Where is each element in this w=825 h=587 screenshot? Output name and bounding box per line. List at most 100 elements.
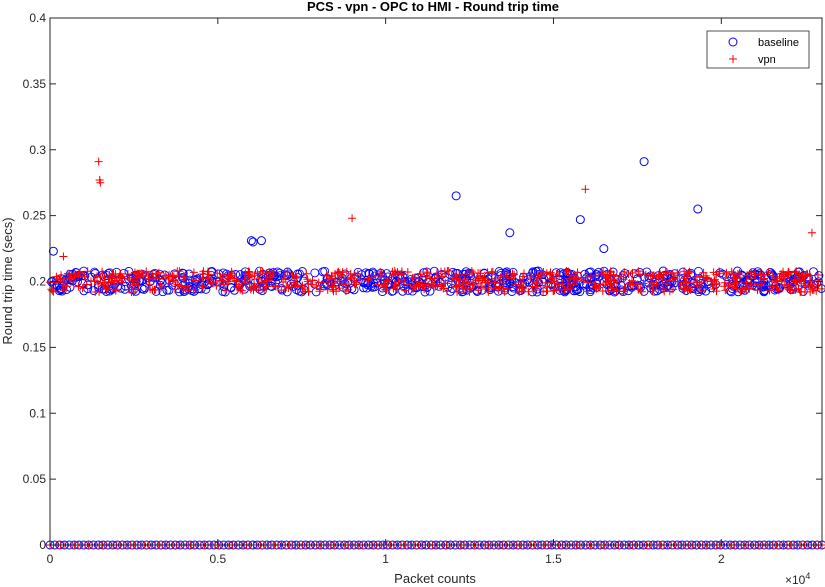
- vpn-band-point: [279, 271, 288, 280]
- vpn-band-point: [608, 284, 617, 293]
- vpn-band-point: [439, 284, 448, 293]
- vpn-band-point: [144, 274, 153, 283]
- x-tick-label: 0: [47, 552, 54, 566]
- vpn-band-point: [620, 283, 629, 292]
- dense-band-layer: [46, 266, 825, 297]
- vpn-band-point: [518, 272, 527, 281]
- vpn-band-point: [447, 277, 456, 286]
- vpn-band-point: [199, 267, 208, 276]
- vpn-band-point: [59, 286, 68, 295]
- vpn-band-point: [751, 270, 760, 279]
- vpn-outlier-point: [807, 228, 816, 237]
- baseline-outlier-point: [693, 204, 703, 214]
- vpn-band-point: [725, 279, 734, 288]
- baseline-outlier-point: [48, 246, 58, 256]
- vpn-band-point: [335, 277, 344, 286]
- vpn-band-point: [216, 273, 225, 282]
- vpn-band-point: [624, 270, 633, 278]
- vpn-band-point: [533, 282, 541, 291]
- vpn-band-point: [328, 282, 337, 291]
- vpn-band-point: [598, 287, 607, 295]
- vpn-band-point: [792, 267, 801, 276]
- vpn-band-point: [665, 287, 674, 296]
- vpn-band-point: [154, 268, 163, 277]
- vpn-band-point: [204, 270, 213, 279]
- vpn-band-point: [238, 286, 247, 295]
- vpn-band-point: [628, 268, 637, 277]
- baseline-band-point: [284, 269, 294, 279]
- baseline-band-point: [398, 271, 408, 281]
- baseline-band-point: [727, 287, 736, 297]
- vpn-band-point: [438, 272, 447, 281]
- vpn-band-point: [432, 269, 441, 278]
- legend: baseline vpn: [706, 30, 810, 69]
- vpn-band-point: [460, 285, 468, 294]
- vpn-band-point: [518, 282, 526, 291]
- vpn-band-point: [374, 280, 382, 289]
- vpn-band-point: [137, 269, 146, 278]
- x-axis-exponent-power: 4: [805, 571, 810, 581]
- vpn-band-point: [334, 267, 343, 276]
- vpn-band-point: [626, 280, 635, 289]
- vpn-band-point: [303, 275, 312, 284]
- vpn-band-point: [416, 270, 425, 279]
- vpn-band-point: [646, 272, 655, 281]
- vpn-band-point: [199, 283, 207, 291]
- vpn-band-point: [123, 270, 132, 278]
- vpn-band-point: [98, 267, 107, 276]
- vpn-band-point: [510, 270, 519, 279]
- vpn-band-point: [298, 281, 307, 290]
- baseline-band-point: [571, 286, 581, 295]
- vpn-band-point: [602, 273, 611, 282]
- vpn-band-point: [384, 276, 392, 285]
- vpn-band-point: [191, 285, 200, 294]
- vpn-band-point: [389, 270, 398, 279]
- vpn-band-point: [304, 287, 313, 296]
- vpn-band-point: [590, 281, 599, 290]
- vpn-band-point: [171, 285, 179, 294]
- vpn-band-point: [132, 277, 141, 286]
- vpn-band-point: [547, 274, 556, 283]
- vpn-band-point: [759, 270, 768, 279]
- baseline-band-point: [89, 286, 99, 296]
- vpn-band-point: [634, 285, 643, 294]
- y-axis-ticks: 0 0.05 0.1 0.15 0.2 0.25 0.3 0.35 0.4: [23, 11, 822, 552]
- vpn-band-point: [697, 286, 706, 295]
- baseline-band-point: [235, 270, 245, 280]
- vpn-band-point: [352, 280, 360, 289]
- baseline-band-point: [398, 286, 408, 296]
- vpn-band-point: [148, 286, 157, 295]
- vpn-band-point: [424, 281, 433, 290]
- vpn-band-point: [715, 269, 724, 278]
- vpn-band-point: [463, 277, 472, 286]
- baseline-band-point: [47, 276, 57, 286]
- vpn-band-point: [461, 284, 470, 293]
- vpn-band-point: [164, 275, 173, 283]
- vpn-band-point: [465, 287, 474, 296]
- vpn-band-point: [224, 274, 233, 283]
- vpn-band-point: [721, 286, 730, 295]
- vpn-band-point: [342, 267, 351, 276]
- vpn-band-point: [720, 278, 729, 287]
- baseline-band-point: [528, 267, 538, 277]
- vpn-band-point: [475, 274, 484, 283]
- vpn-band-point: [409, 283, 418, 292]
- vpn-band-point: [411, 273, 420, 282]
- vpn-band-point: [634, 267, 643, 276]
- vpn-band-point: [382, 277, 391, 286]
- vpn-band-point: [115, 273, 124, 282]
- vpn-band-point: [477, 282, 485, 290]
- vpn-band-point: [397, 267, 406, 276]
- vpn-band-point: [543, 282, 552, 291]
- vpn-band-point: [791, 275, 800, 284]
- vpn-band-point: [425, 274, 434, 283]
- vpn-band-point: [665, 276, 674, 285]
- chart-title: PCS - vpn - OPC to HMI - Round trip time: [307, 0, 559, 14]
- vpn-band-point: [520, 269, 528, 278]
- vpn-band-point: [290, 278, 299, 287]
- vpn-band-point: [760, 274, 768, 283]
- vpn-band-point: [801, 272, 810, 281]
- vpn-band-point: [433, 273, 442, 282]
- baseline-band-point: [573, 285, 583, 295]
